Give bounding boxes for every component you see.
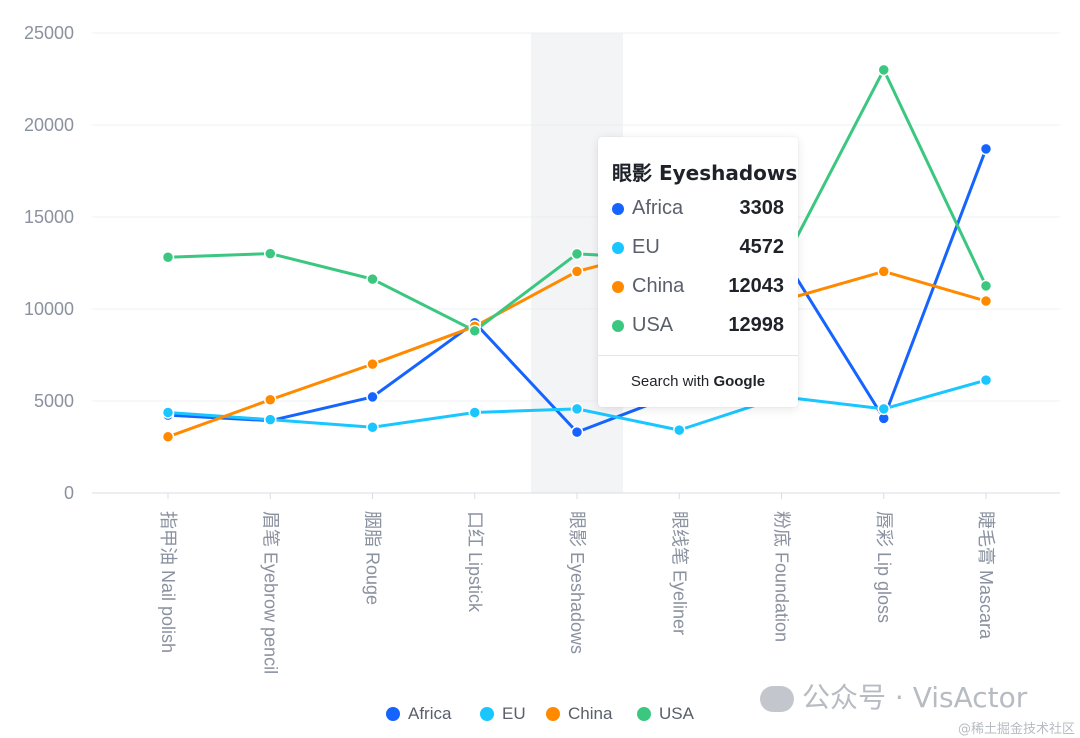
tooltip-series-value: 12043 [728,275,784,297]
africa-dot-icon [386,707,400,721]
tooltip-row-usa: USA 12998 [612,314,784,338]
tooltip-series-name: EU [632,236,660,258]
data-point-usa [161,250,175,264]
tooltip-series-name: USA [632,314,674,336]
x-tick-label: 指甲油 Nail polish [158,511,178,653]
data-point-usa [979,279,993,293]
tooltip-row-eu: EU 4572 [612,236,784,260]
data-point-china [570,265,584,278]
tooltip-divider [598,355,798,356]
x-tick-label: 胭脂 Rouge [363,511,383,605]
data-point-china [877,265,890,278]
usa-dot-icon [637,707,651,721]
data-point-china [979,294,993,308]
chart-legend: Africa EU China USA [0,703,1080,725]
tooltip-series-name: China [632,275,685,297]
tooltip-series-value: 12998 [728,314,784,336]
x-tick-label: 唇彩 Lip gloss [874,511,894,623]
data-point-eu [468,406,481,419]
tooltip-row-china: China 12043 [612,275,784,299]
data-point-eu [264,413,277,426]
x-tick-label: 眼线笔 Eyeliner [669,511,689,635]
x-tick-label: 眼影 Eyeshadows [567,511,587,654]
x-tick-label: 眉笔 Eyebrow pencil [260,511,280,674]
data-point-eu [673,423,686,437]
tooltip-title: 眼影 Eyeshadows [612,161,798,185]
eu-marker-icon [612,242,624,254]
eu-dot-icon [480,707,494,721]
x-tick-label: 口红 Lipstick [465,511,485,613]
y-tick-label: 5000 [34,391,74,411]
chart-tooltip: 眼影 Eyeshadows Africa 3308 EU 4572 China … [598,137,798,407]
data-point-africa [979,142,993,156]
data-point-china [264,393,277,407]
data-point-usa [366,272,379,286]
data-point-africa [570,425,584,439]
tooltip-series-value: 3308 [739,197,785,219]
tooltip-row-africa: Africa 3308 [612,197,784,221]
legend-label: Africa [408,704,452,723]
legend-label: EU [502,704,526,723]
search-brand: Google [713,373,766,390]
legend-label: China [568,704,613,723]
data-point-africa [366,390,379,404]
china-marker-icon [612,281,624,293]
china-dot-icon [546,707,560,721]
data-point-eu [570,402,584,416]
x-tick-label: 睫毛膏 Mascara [976,511,997,640]
y-tick-label: 20000 [24,115,74,135]
search-with-google-link[interactable]: Search with Google [598,373,798,390]
tooltip-series-value: 4572 [739,236,785,258]
wechat-icon [760,686,794,712]
data-point-usa [264,247,277,260]
data-point-usa [877,63,890,77]
y-tick-label: 15000 [24,207,74,227]
africa-marker-icon [612,203,624,215]
data-point-usa [570,247,584,261]
watermark: 公众号 · VisActor [760,676,1027,716]
search-prefix: Search with [630,373,714,390]
data-point-eu [161,406,175,419]
data-point-china [161,430,175,444]
watermark-text: 公众号 · VisActor [802,681,1028,714]
y-tick-label: 0 [64,483,74,503]
data-point-eu [366,420,379,434]
x-tick-label: 粉底 Foundation [772,511,792,642]
y-tick-label: 10000 [24,299,74,319]
line-chart: 0 5000 10000 15000 20000 25000 指甲油 Nail polis… [24,23,1060,674]
x-axis-ticks: 指甲油 Nail polish 眉笔 Eyebrow pencil 胭脂 Rouge… [158,493,997,674]
data-point-usa [468,324,481,338]
data-point-eu [979,373,993,387]
y-axis-ticks: 0 5000 10000 15000 20000 25000 [24,23,74,503]
credit-text: @稀土掘金技术社区 [958,722,1076,737]
data-point-china [366,357,379,371]
legend-label: USA [659,704,694,723]
usa-marker-icon [612,320,624,332]
y-tick-label: 25000 [24,23,74,43]
data-point-eu [877,402,890,416]
tooltip-series-name: Africa [632,197,684,219]
